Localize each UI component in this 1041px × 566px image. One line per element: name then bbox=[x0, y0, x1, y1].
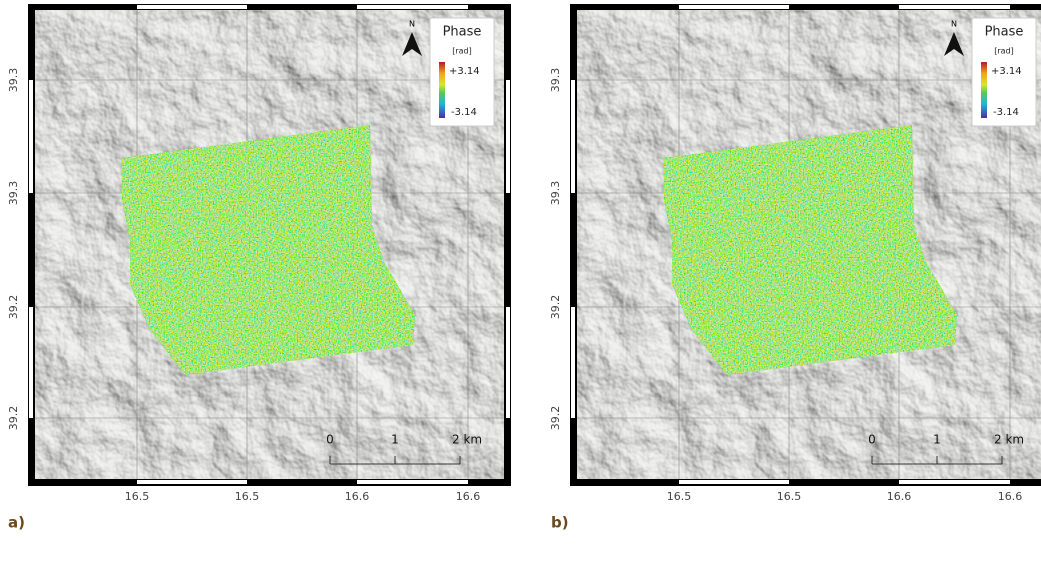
frame-segment bbox=[506, 307, 510, 418]
phase-noise bbox=[664, 125, 957, 375]
latitude-tick-label: 39.3 bbox=[7, 68, 20, 93]
frame-segment bbox=[29, 307, 33, 418]
north-label: N bbox=[951, 20, 957, 29]
scale-label: 1 bbox=[391, 433, 399, 447]
scale-label: 2 km bbox=[994, 433, 1024, 447]
frame-segment bbox=[506, 80, 510, 193]
legend-min: -3.14 bbox=[451, 107, 477, 118]
latitude-tick-label: 39.3 bbox=[549, 181, 562, 206]
phase-noise bbox=[122, 125, 415, 375]
scale-label: 0 bbox=[326, 433, 334, 447]
legend-box bbox=[971, 17, 1037, 127]
latitude-tick-label: 39.2 bbox=[549, 295, 562, 320]
north-arrow bbox=[944, 32, 964, 56]
longitude-tick-label: 16.6 bbox=[345, 490, 370, 503]
legend-unit: [rad] bbox=[452, 47, 472, 56]
map-panel: 39.3 39.3 39.2 39.2 16.5 16.5 16.6 16.6 N Phase [r… bbox=[7, 4, 511, 503]
legend-box bbox=[429, 17, 495, 127]
longitude-tick-label: 16.5 bbox=[235, 490, 260, 503]
scale-label: 0 bbox=[868, 433, 876, 447]
frame-segment bbox=[29, 80, 33, 193]
frame-segment bbox=[137, 480, 247, 484]
frame-segment bbox=[899, 5, 1010, 9]
legend-max: +3.14 bbox=[449, 66, 480, 77]
colorbar bbox=[439, 62, 445, 118]
latitude-tick-label: 39.2 bbox=[7, 295, 20, 320]
longitude-tick-label: 16.6 bbox=[456, 490, 481, 503]
legend-min: -3.14 bbox=[993, 107, 1019, 118]
legend-title: Phase bbox=[443, 25, 482, 40]
map-panel: 39.3 39.3 39.2 39.2 16.5 16.5 16.6 16.6 N Phase [r… bbox=[549, 4, 1041, 503]
scale-label: 1 bbox=[933, 433, 941, 447]
frame-segment bbox=[571, 307, 575, 418]
frame-segment bbox=[571, 80, 575, 193]
longitude-tick-label: 16.6 bbox=[887, 490, 912, 503]
frame-segment bbox=[357, 5, 468, 9]
legend-title: Phase bbox=[985, 25, 1024, 40]
frame-segment bbox=[679, 480, 789, 484]
latitude-tick-label: 39.3 bbox=[549, 68, 562, 93]
frame-segment bbox=[137, 5, 247, 9]
longitude-tick-label: 16.6 bbox=[998, 490, 1023, 503]
latitude-tick-label: 39.2 bbox=[7, 406, 20, 431]
panel-label: b) bbox=[551, 514, 569, 532]
legend-max: +3.14 bbox=[991, 66, 1022, 77]
colorbar bbox=[981, 62, 987, 118]
legend-unit: [rad] bbox=[994, 47, 1014, 56]
north-label: N bbox=[409, 20, 415, 29]
longitude-tick-label: 16.5 bbox=[125, 490, 150, 503]
north-arrow bbox=[402, 32, 422, 56]
panel-label: a) bbox=[8, 514, 25, 532]
latitude-tick-label: 39.2 bbox=[549, 406, 562, 431]
frame-segment bbox=[679, 5, 789, 9]
latitude-tick-label: 39.3 bbox=[7, 181, 20, 206]
scale-label: 2 km bbox=[452, 433, 482, 447]
longitude-tick-label: 16.5 bbox=[777, 490, 802, 503]
longitude-tick-label: 16.5 bbox=[667, 490, 692, 503]
frame-segment bbox=[357, 480, 468, 484]
frame-segment bbox=[899, 480, 1010, 484]
